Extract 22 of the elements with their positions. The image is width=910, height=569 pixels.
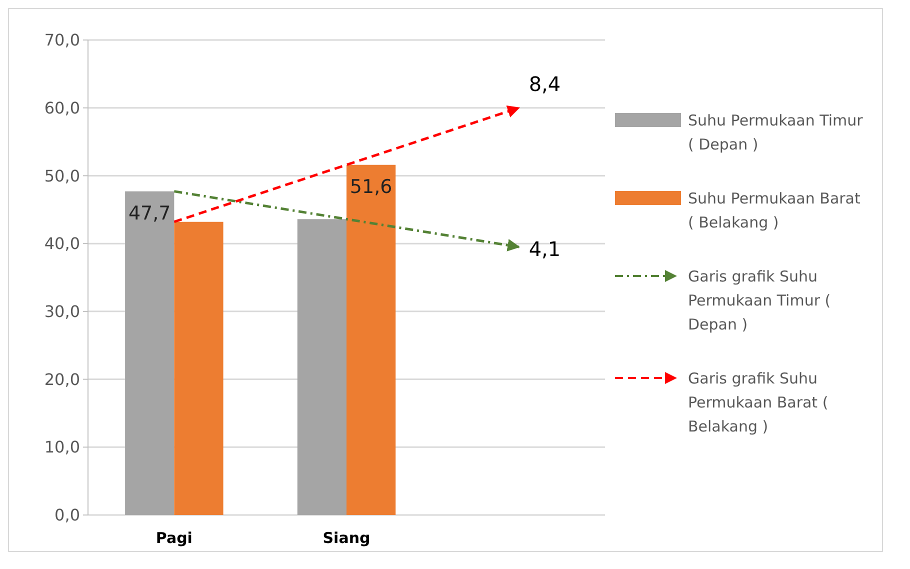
y-tick-label: 0,0 (54, 506, 80, 525)
y-tick-label: 20,0 (44, 370, 80, 389)
bar (125, 191, 174, 515)
legend-label: Suhu Permukaan Barat ( Belakang ) (688, 189, 860, 232)
y-tick-label: 40,0 (44, 234, 80, 254)
bar (174, 222, 224, 515)
y-tick-label: 60,0 (44, 98, 80, 118)
data-label: 47,7 (128, 202, 171, 224)
legend-label: Garis grafik Suhu Permukaan Barat ( Belakang ) (688, 369, 828, 436)
annotation: 4,1 (528, 236, 561, 261)
bar (346, 164, 396, 515)
x-tick-label: Siang (322, 529, 370, 547)
legend-label: Suhu Permukaan Timur ( Depan ) (688, 111, 864, 154)
y-tick-label: 70,0 (44, 30, 80, 50)
y-tick-label: 30,0 (44, 302, 80, 322)
y-tick-label: 50,0 (44, 166, 80, 186)
bar (297, 219, 346, 515)
y-tick-label: 10,0 (44, 438, 80, 457)
x-tick-label: Pagi (156, 529, 192, 547)
annotation: 8,4 (528, 72, 561, 96)
data-label: 51,6 (350, 176, 392, 198)
legend-label: Garis grafik Suhu Permukaan Timur ( Depan ) (688, 267, 831, 334)
